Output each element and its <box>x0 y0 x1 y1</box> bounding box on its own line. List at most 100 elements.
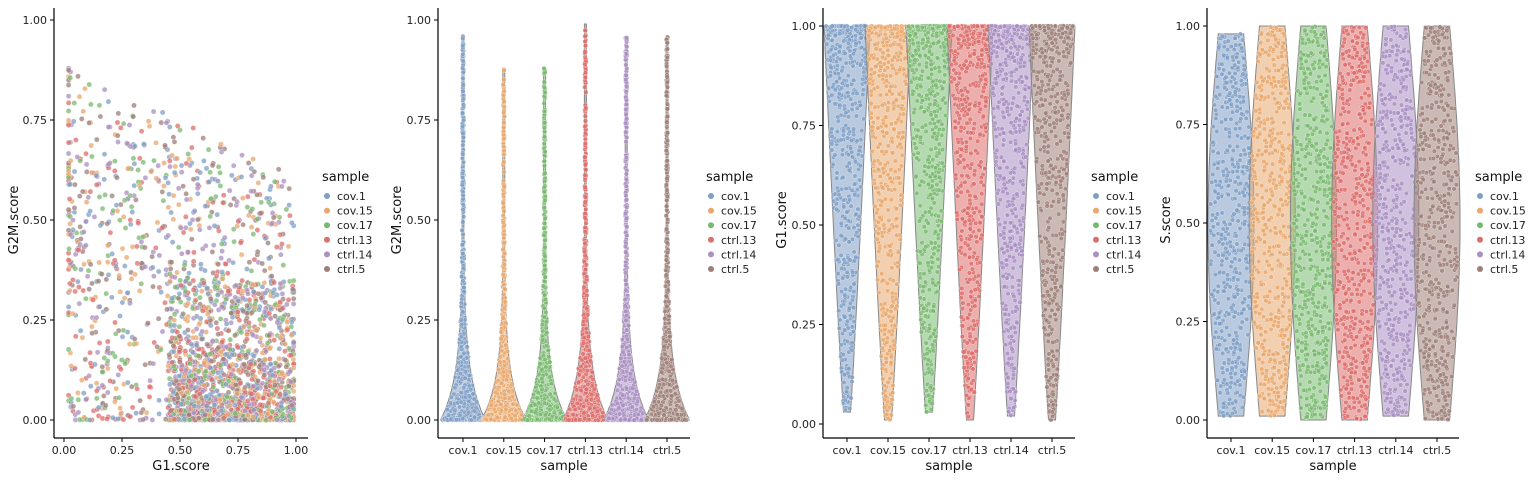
scatter-point <box>167 192 172 197</box>
violin-point <box>461 232 466 237</box>
scatter-point <box>208 296 213 301</box>
scatter-point <box>170 153 175 158</box>
violin-point <box>461 193 466 198</box>
scatter-point <box>76 410 81 415</box>
y-ticks: 0.000.250.500.751.00 <box>23 14 55 427</box>
scatter-point <box>77 301 82 306</box>
violin-point <box>501 125 506 130</box>
scatter-point <box>215 326 220 331</box>
violin-point <box>582 285 587 290</box>
scatter-point <box>246 160 251 165</box>
violin-point <box>588 359 593 364</box>
scatter-point <box>78 224 83 229</box>
violin-point <box>501 316 506 321</box>
violin-point <box>543 198 548 203</box>
violin-point <box>501 133 506 138</box>
violin-point <box>461 83 466 88</box>
violin-point <box>544 320 549 325</box>
scatter-point <box>179 251 184 256</box>
scatter-point <box>215 370 220 375</box>
violin-point <box>542 179 547 184</box>
violin-point <box>624 135 629 140</box>
scatter-point <box>252 169 257 174</box>
scatter-point <box>177 359 182 364</box>
scatter-point <box>219 304 224 309</box>
scatter-point <box>151 274 156 279</box>
scatter-point <box>263 357 268 362</box>
violin-point <box>624 193 629 198</box>
scatter-point <box>195 182 200 187</box>
violin-point <box>505 349 510 354</box>
violin-point <box>624 328 629 333</box>
scatter-point <box>274 244 279 249</box>
violin-point <box>542 293 547 298</box>
violin-point <box>498 355 503 360</box>
violin-point <box>508 370 513 375</box>
scatter-point <box>115 416 120 421</box>
scatter-point <box>280 291 285 296</box>
scatter-point <box>118 411 123 416</box>
scatter-point <box>172 318 177 323</box>
scatter-point <box>255 227 260 232</box>
violin-point <box>462 290 467 295</box>
scatter-point <box>244 337 249 342</box>
scatter-point <box>78 242 83 247</box>
violin-point <box>583 173 588 178</box>
violin-point <box>462 332 467 337</box>
scatter-point <box>220 200 225 205</box>
violin-point <box>499 330 504 335</box>
scatter-point <box>186 396 191 401</box>
scatter-point <box>283 391 288 396</box>
scatter-point <box>228 337 233 342</box>
violin-point <box>579 388 584 393</box>
violin-point <box>587 348 592 353</box>
scatter-point <box>104 277 109 282</box>
scatter-point <box>66 100 71 105</box>
violin-point <box>535 396 540 401</box>
scatter-point <box>160 225 165 230</box>
violin-point <box>583 70 588 75</box>
violin-point <box>620 337 625 342</box>
scatter-point <box>96 279 101 284</box>
scatter-point <box>196 353 201 358</box>
scatter-point <box>278 281 283 286</box>
violin-point <box>503 287 508 292</box>
violin-point <box>547 375 552 380</box>
scatter-point <box>88 189 93 194</box>
scatter-point <box>150 254 155 259</box>
scatter-point <box>223 284 228 289</box>
violin-point <box>533 403 538 408</box>
violin-point <box>577 418 582 423</box>
violin-point <box>543 245 548 250</box>
violin-point <box>502 77 507 82</box>
scatter-point <box>225 271 230 276</box>
scatter-point <box>195 305 200 310</box>
scatter-point <box>229 320 234 325</box>
violin-point <box>583 119 588 124</box>
scatter-point <box>172 170 177 175</box>
scatter-point <box>66 246 71 251</box>
scatter-point <box>122 296 127 301</box>
violin-point <box>543 413 548 418</box>
scatter-point <box>267 383 272 388</box>
scatter-point <box>233 295 238 300</box>
violin-point <box>467 373 472 378</box>
scatter-point <box>271 399 276 404</box>
scatter-point <box>288 380 293 385</box>
scatter-point <box>72 100 77 105</box>
scatter-point <box>238 240 243 245</box>
y-tick-label: 0.50 <box>23 214 48 227</box>
violin-point <box>501 82 506 87</box>
scatter-point <box>141 160 146 165</box>
scatter-point <box>200 308 205 313</box>
scatter-point <box>121 214 126 219</box>
scatter-point <box>142 245 147 250</box>
violin-point <box>459 275 464 280</box>
violin-point <box>460 124 465 129</box>
scatter-point <box>212 284 217 289</box>
violin-point <box>504 343 509 348</box>
violin-point <box>568 407 573 412</box>
scatter-point <box>243 353 248 358</box>
violin-point <box>501 201 506 206</box>
